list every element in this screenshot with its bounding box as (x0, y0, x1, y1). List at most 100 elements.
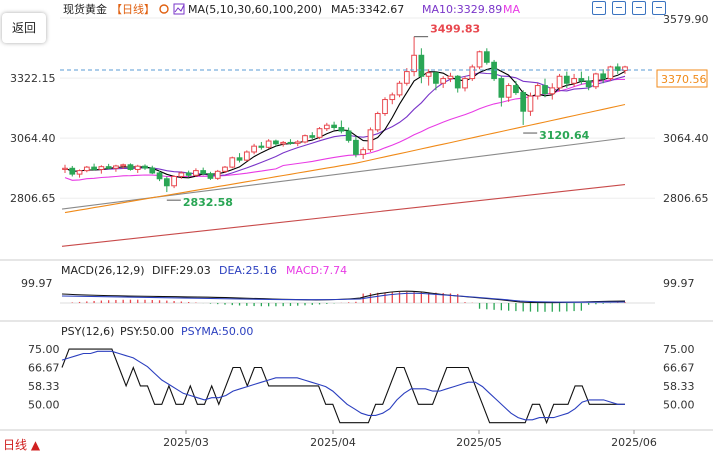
psy-panel: PSY(12,6) PSY:50.00 PSYMA:50.00 75.00 75.… (0, 320, 713, 449)
candle-up (360, 149, 367, 155)
candle-up (382, 99, 388, 115)
candle-up (505, 85, 512, 98)
macd-dea-line (61, 292, 626, 303)
candle-down (69, 167, 76, 175)
candle-up (222, 166, 228, 172)
candle-down (418, 54, 425, 77)
candle-down (520, 92, 527, 112)
period-tag: 【日线】 (111, 2, 155, 16)
last-price-label: 3370.56 (661, 73, 707, 86)
candle-up (294, 141, 301, 144)
macd-tick-right: 99.97 (663, 277, 695, 290)
settings-gear-icon[interactable] (159, 4, 169, 14)
last-price-box (656, 69, 708, 88)
candle-up (113, 165, 119, 169)
macd-value: MACD:7.74 (286, 264, 347, 277)
ma-toggle-icon-line (174, 4, 185, 13)
psy-tick-right: 75.00 (663, 343, 695, 356)
candle-down (331, 124, 337, 129)
candle-up (265, 140, 272, 148)
candle-down (614, 66, 621, 71)
candle-down (207, 173, 214, 179)
header-legend: 现货黄金 【日线】 MA(5,10,30,60,100,200) MA5:334… (63, 2, 520, 16)
price-tick-right: 2806.65 (663, 192, 709, 205)
candle-up (229, 157, 236, 168)
price-tick-left: 3064.40 (10, 132, 56, 145)
macd-diff: DIFF:29.03 (152, 264, 211, 277)
candle-down (185, 172, 192, 176)
date-tick-label: 2025/04 (310, 436, 356, 449)
candle-down (600, 73, 607, 80)
psy-tick-left: 75.00 (28, 343, 60, 356)
macd-diff-line (61, 290, 626, 304)
ma5-value: MA5:3342.67 (331, 3, 404, 16)
candle-up (469, 66, 476, 80)
psy-tick-left: 50.00 (28, 398, 60, 411)
psy-tick-left: 58.33 (28, 380, 60, 393)
candle-down (236, 157, 243, 161)
candle-up (251, 145, 257, 153)
psy-value: PSY:50.00 (120, 325, 174, 338)
candle-up (120, 164, 127, 167)
date-tick-label: 2025/03 (163, 436, 209, 449)
candle-up (622, 66, 628, 71)
candle-down (287, 141, 294, 144)
candle-up (83, 166, 90, 172)
zoom-out-icon[interactable] (592, 1, 606, 15)
candle-up (403, 71, 410, 84)
candle-up (134, 165, 141, 170)
candle-down (454, 75, 461, 89)
candle-up (214, 170, 221, 179)
candle-down (200, 170, 207, 175)
candle-up (549, 87, 556, 95)
candle-up (178, 172, 185, 177)
candle-down (338, 127, 345, 132)
ma-toggle-icon[interactable] (173, 3, 185, 15)
candle-down (127, 164, 134, 170)
date-tick-label: 2025/06 (611, 436, 657, 449)
candle-up (389, 94, 396, 101)
candle-up (374, 113, 381, 131)
ma10-line (64, 72, 626, 177)
candle-up (280, 141, 287, 145)
draw-tool-icon[interactable] (632, 1, 646, 15)
candle-up (302, 135, 308, 143)
candle-up (527, 95, 534, 112)
candle-up (396, 82, 403, 96)
price-tick-right: 3579.90 (663, 13, 709, 26)
fullscreen-icon[interactable] (652, 1, 666, 15)
candle-up (171, 175, 177, 187)
back-button[interactable]: 返回 (2, 13, 46, 43)
candle-up (323, 124, 330, 130)
candle-up (593, 73, 599, 88)
candle-down (142, 165, 148, 169)
low-annotation: 3120.64 (539, 129, 589, 142)
ma200-line (61, 184, 626, 247)
ma10-value: MA10:3329.89 (422, 3, 502, 16)
candle-down (309, 135, 316, 138)
ma-more-label: MA (503, 3, 520, 16)
psyma-value: PSYMA:50.00 (181, 325, 253, 338)
candle-up (534, 85, 541, 97)
candle-down (542, 85, 548, 95)
period-selector[interactable]: 日线 ▲ (3, 438, 41, 452)
candle-up (607, 66, 614, 80)
zoom-in-icon[interactable] (612, 1, 626, 15)
psy-tick-right: 58.33 (663, 380, 695, 393)
price-tick-left: 3322.15 (10, 72, 56, 85)
candle-down (498, 78, 505, 98)
toolbar (592, 1, 666, 15)
candle-down (105, 166, 112, 169)
date-tick-label: 2025/05 (456, 436, 502, 449)
macd-tick-left: 99.97 (21, 277, 53, 290)
macd-name: MACD(26,12,9) (61, 264, 145, 277)
candle-up (98, 166, 105, 170)
candle-down (433, 72, 439, 84)
price-tick-left: 2806.65 (10, 192, 56, 205)
candle-up (367, 129, 374, 151)
candle-down (585, 80, 592, 88)
candle-down (258, 145, 265, 148)
candle-up (425, 72, 432, 77)
